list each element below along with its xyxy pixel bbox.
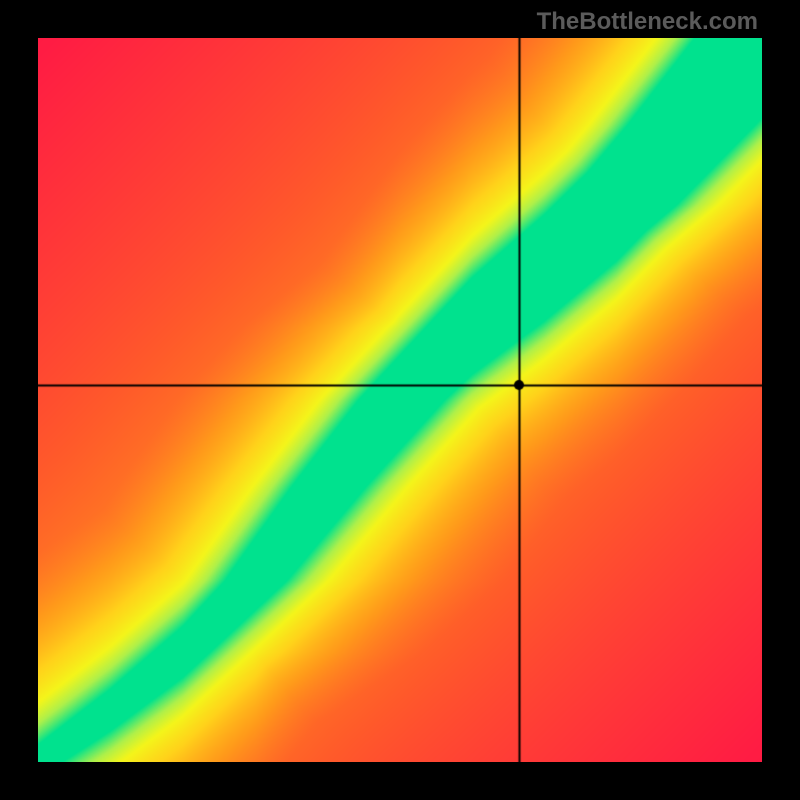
- watermark-text: TheBottleneck.com: [537, 8, 758, 36]
- heatmap-plot: [38, 38, 762, 762]
- chart-frame: TheBottleneck.com: [0, 0, 800, 800]
- heatmap-canvas: [38, 38, 762, 762]
